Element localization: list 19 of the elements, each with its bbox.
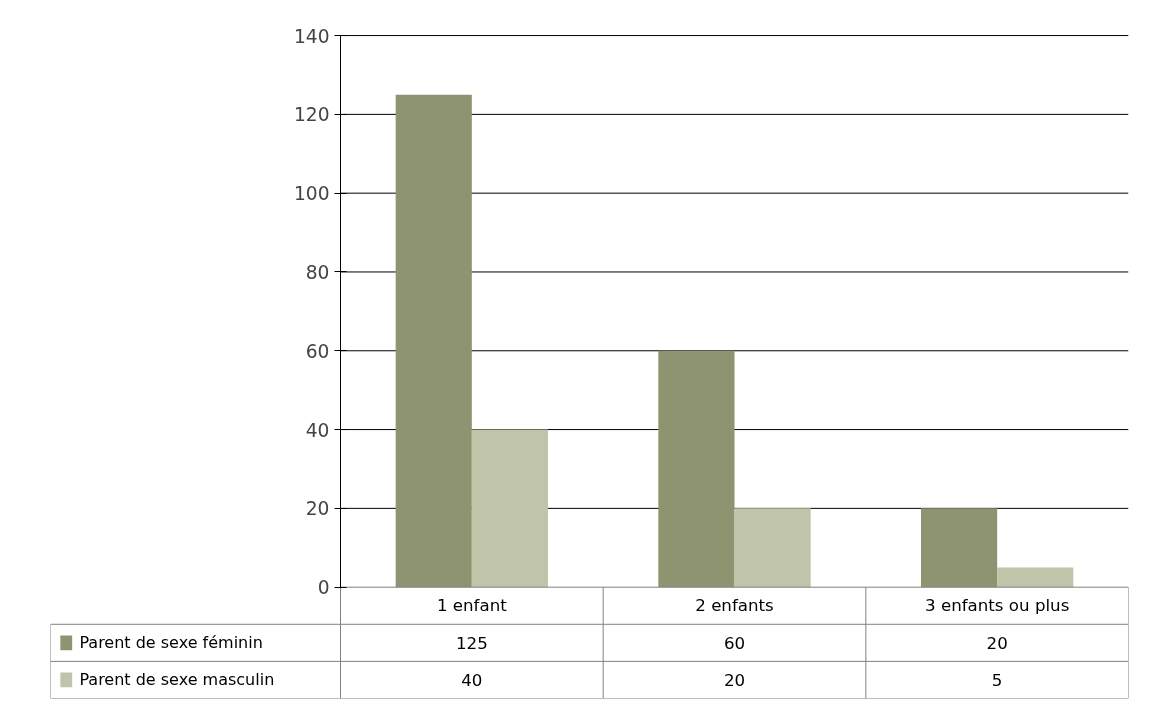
data-label: 20: [986, 633, 1008, 653]
legend-label: Parent de sexe féminin: [79, 633, 263, 653]
x-tick-label: 1 enfant: [436, 596, 508, 616]
y-tick-label: 80: [305, 261, 330, 283]
data-label: 5: [991, 670, 1003, 690]
y-tick-label: 100: [293, 183, 330, 205]
legend-label: Parent de sexe masculin: [79, 670, 275, 690]
y-tick-label: 20: [305, 498, 330, 520]
y-tick-label: 120: [293, 104, 330, 126]
y-tick-label: 140: [293, 25, 330, 47]
x-tick-label: 3 enfants ou plus: [925, 596, 1070, 616]
y-tick-label: 0: [317, 577, 330, 599]
y-tick-label: 60: [305, 340, 330, 362]
data-label: 20: [723, 670, 746, 690]
y-tick-label: 40: [305, 419, 330, 441]
data-label: 40: [461, 670, 483, 690]
data-label: 60: [723, 633, 746, 653]
data-label: 125: [455, 633, 488, 653]
x-tick-label: 2 enfants: [695, 596, 774, 616]
